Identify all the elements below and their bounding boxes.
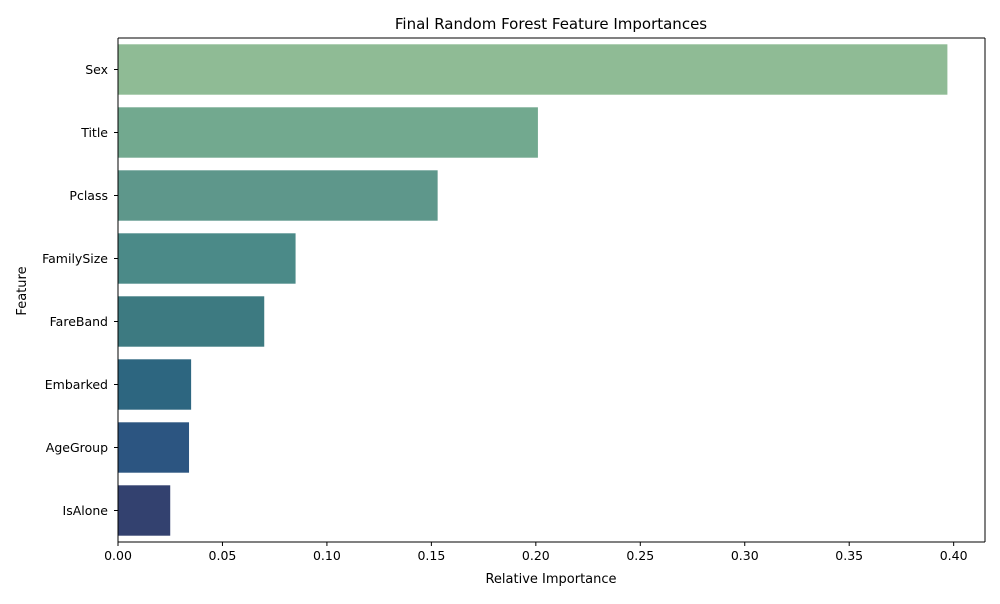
bar-fareband	[118, 296, 265, 347]
x-tick-label: 0.00	[104, 548, 132, 563]
x-axis-ticks: 0.00 0.05 0.10 0.15 0.20 0.25 0.30 0.35 0.40	[104, 542, 968, 563]
y-axis-ticks: Sex Title Pclass FamilySize FareBand Embarked…	[42, 62, 118, 518]
y-tick-label: Sex	[85, 62, 108, 77]
x-axis-label: Relative Importance	[485, 572, 616, 587]
bar-isalone	[118, 485, 171, 536]
y-tick-label: Embarked	[45, 377, 108, 392]
bar-pclass	[118, 170, 438, 221]
x-tick-label: 0.20	[522, 548, 550, 563]
x-tick-label: 0.10	[313, 548, 341, 563]
x-tick-label: 0.40	[940, 548, 968, 563]
y-tick-label: IsAlone	[63, 503, 109, 518]
y-tick-label: Title	[80, 125, 108, 140]
y-tick-label: FareBand	[50, 314, 108, 329]
bars-layer	[118, 44, 948, 536]
y-axis-label: Feature	[15, 266, 30, 315]
y-tick-label: FamilySize	[42, 251, 108, 266]
y-tick-label: Pclass	[69, 188, 108, 203]
bar-embarked	[118, 359, 192, 410]
bar-sex	[118, 44, 948, 95]
x-tick-label: 0.30	[731, 548, 759, 563]
axes-frame	[117, 37, 986, 543]
x-tick-label: 0.25	[626, 548, 654, 563]
x-tick-label: 0.35	[835, 548, 863, 563]
bar-title	[118, 107, 538, 158]
y-tick-label: AgeGroup	[46, 440, 108, 455]
bar-familysize	[118, 233, 296, 284]
bar-agegroup	[118, 422, 190, 473]
x-tick-label: 0.05	[209, 548, 237, 563]
chart-title: Final Random Forest Feature Importances	[395, 15, 707, 33]
x-tick-label: 0.15	[417, 548, 445, 563]
